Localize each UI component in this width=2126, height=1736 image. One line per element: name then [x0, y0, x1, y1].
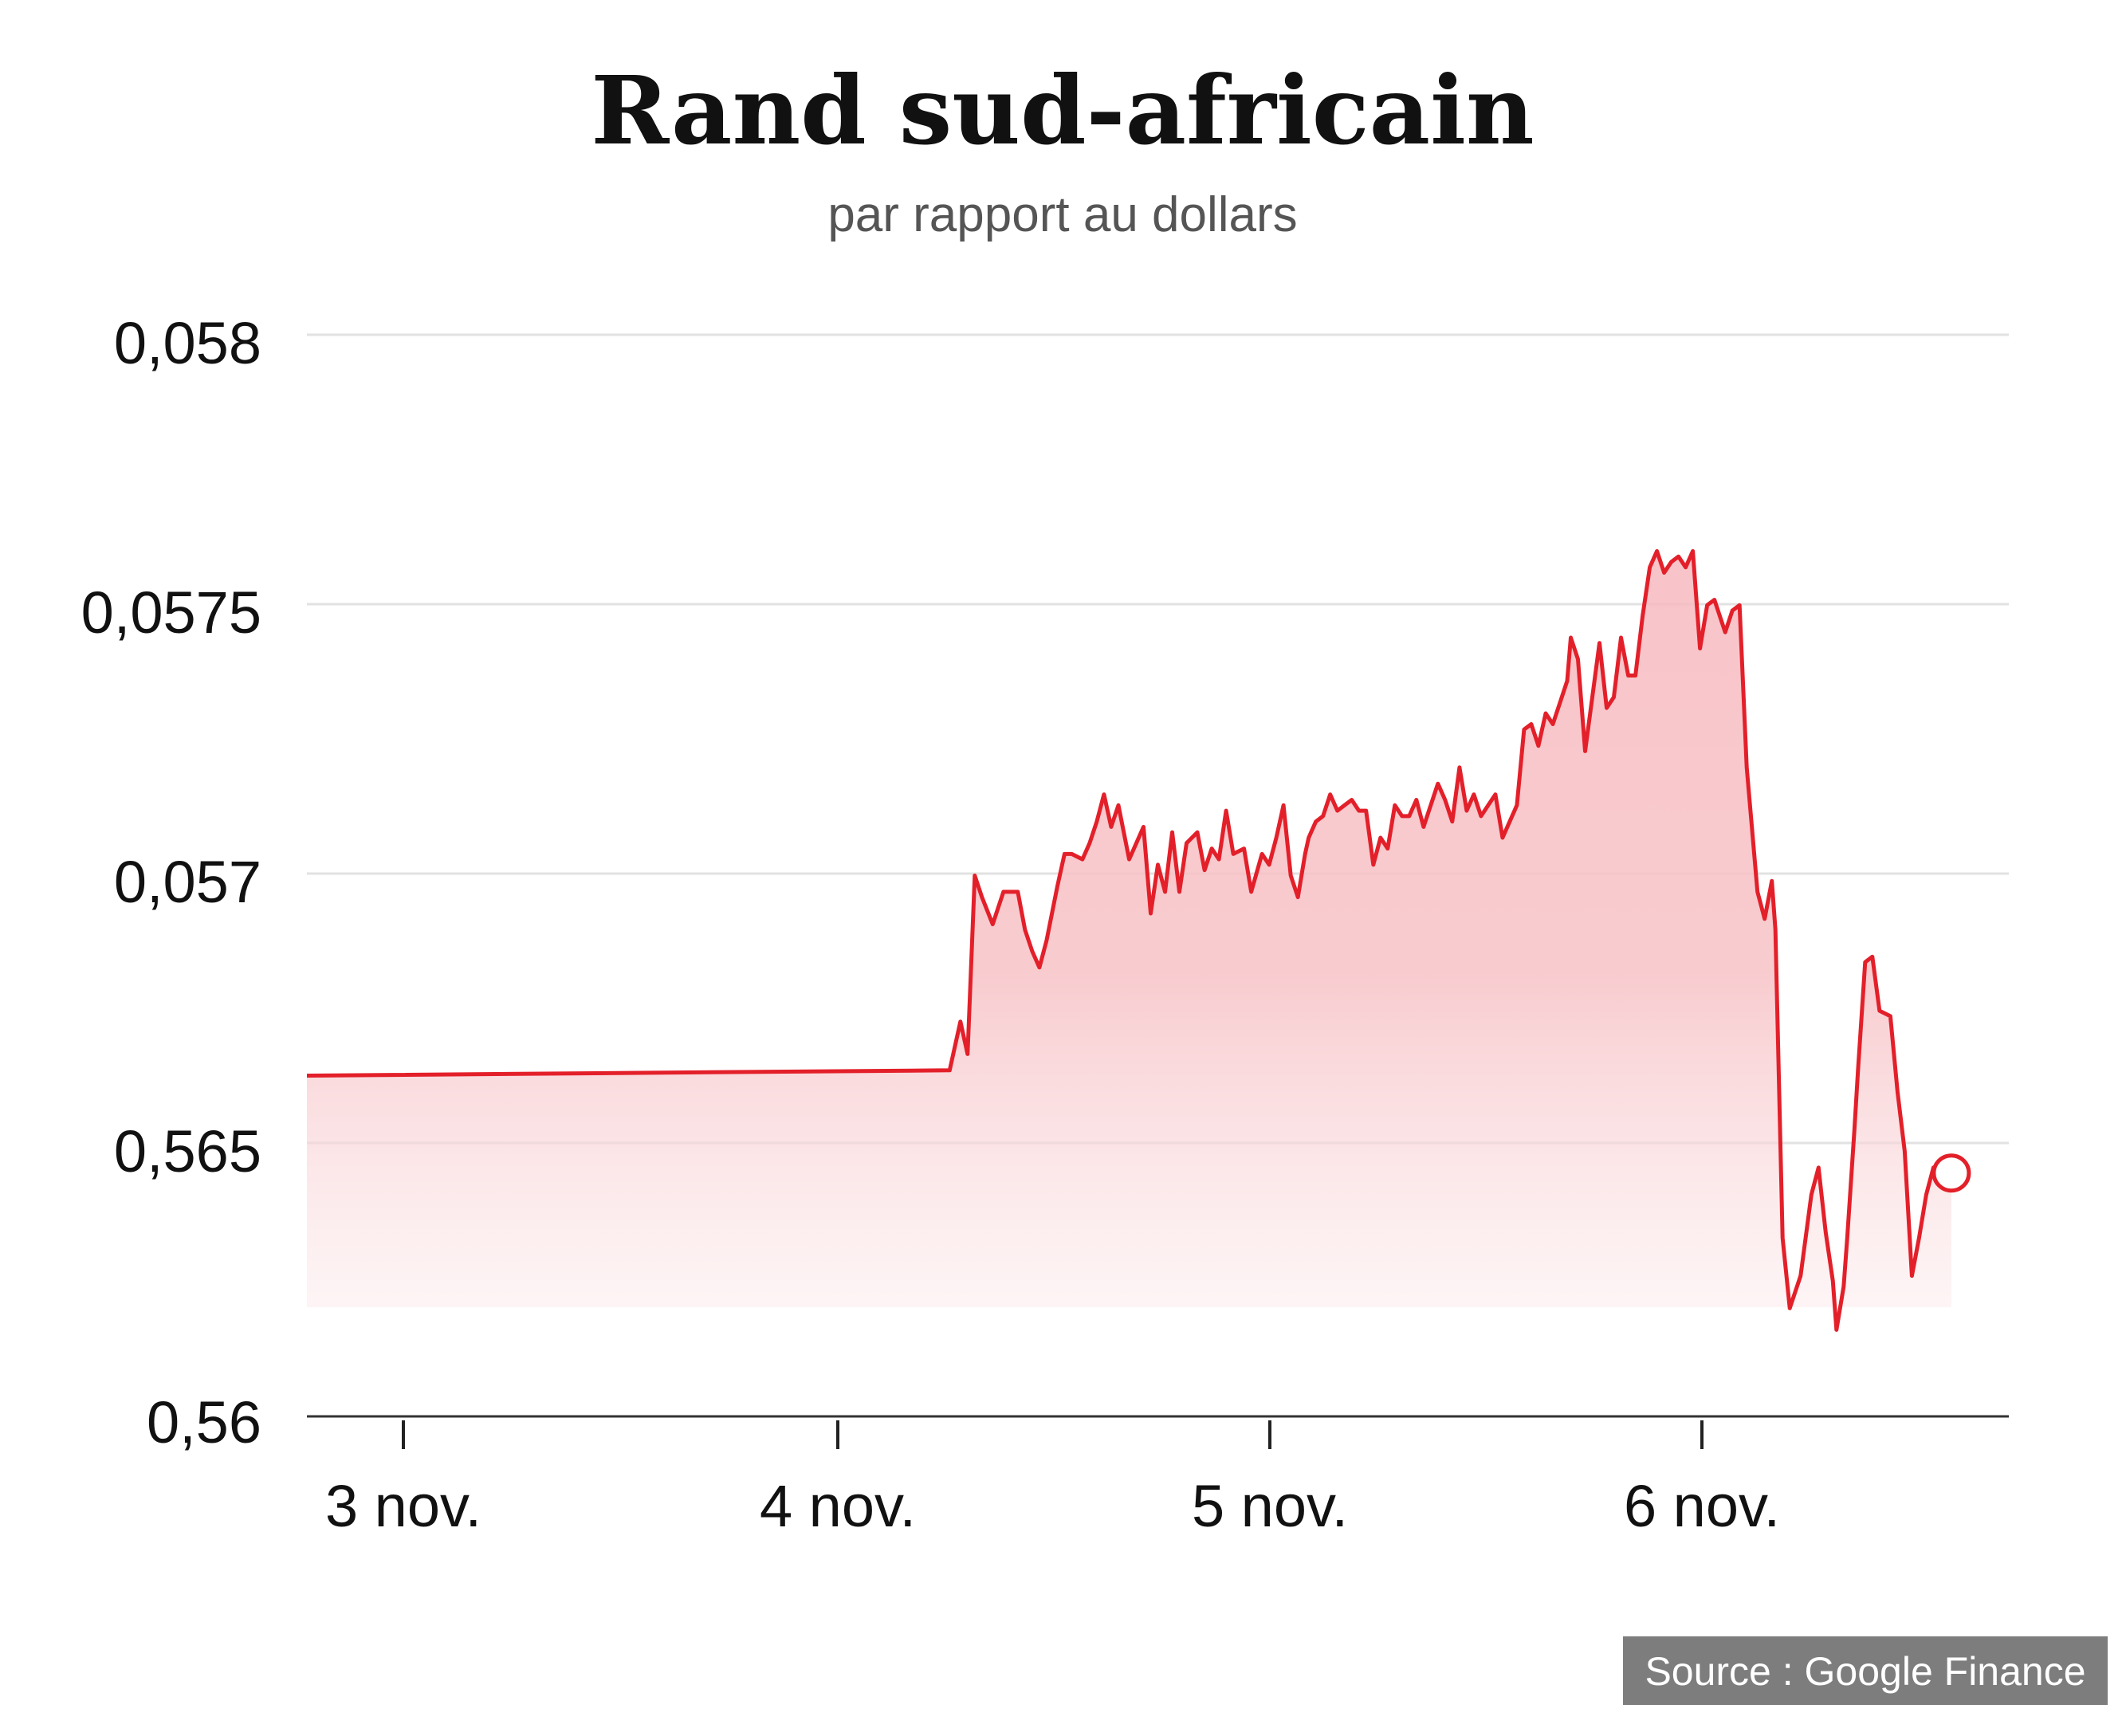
chart-title: Rand sud-africain — [591, 55, 1534, 166]
y-tick-labels: 0,058 0,0575 0,057 0,565 0,56 — [81, 310, 261, 1455]
source-box: Source : Google Finance — [1623, 1636, 2108, 1705]
series-area — [307, 551, 1951, 1330]
x-tick-label: 3 nov. — [325, 1473, 481, 1539]
plot-area — [306, 548, 1971, 1332]
source-background — [1623, 1636, 2108, 1705]
series-line — [306, 548, 1953, 1332]
source-text: Source : Google Finance — [1645, 1649, 2085, 1694]
y-tick-label: 0,058 — [114, 310, 261, 376]
x-tick-label: 6 nov. — [1624, 1473, 1780, 1539]
chart-subtitle: par rapport au dollars — [827, 187, 1297, 242]
y-tick-label: 0,56 — [147, 1389, 261, 1455]
x-tick-label: 4 nov. — [760, 1473, 916, 1539]
y-tick-label: 0,565 — [114, 1118, 261, 1184]
x-tick-label: 5 nov. — [1192, 1473, 1348, 1539]
last-point-marker — [1931, 1153, 1971, 1193]
y-tick-label: 0,057 — [114, 849, 261, 915]
y-tick-label: 0,0575 — [81, 579, 261, 646]
x-axis-ticks: 3 nov. 4 nov. 5 nov. 6 nov. — [325, 1420, 1780, 1539]
